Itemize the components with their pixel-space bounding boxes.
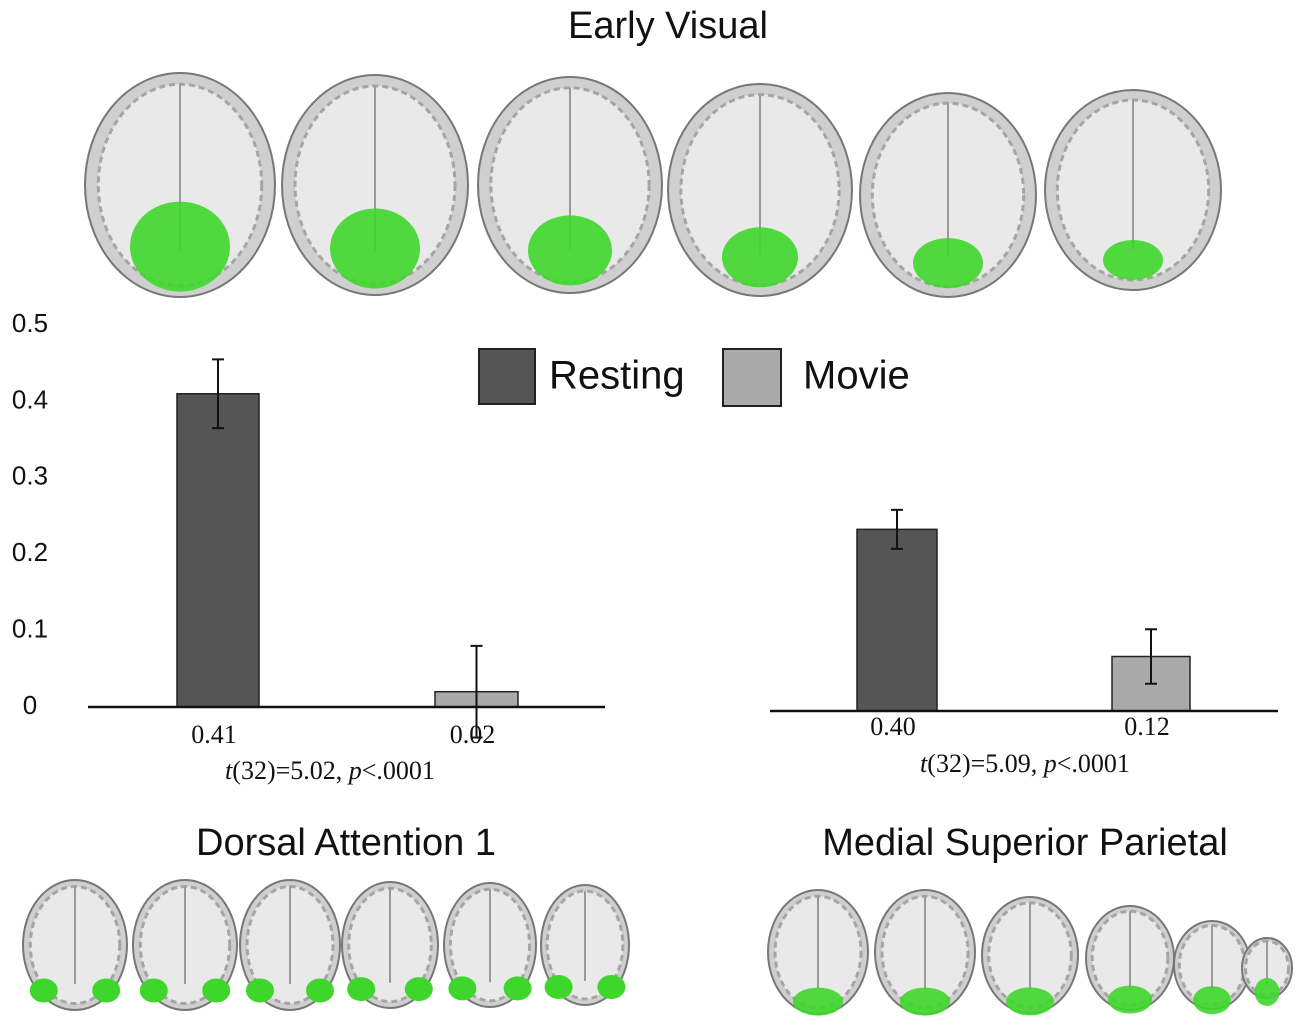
- annotation-part: <.0001: [362, 756, 435, 785]
- value-label: 0.40: [870, 712, 916, 741]
- annotation-part: p: [1042, 749, 1057, 778]
- panel-title: Medial Superior Parietal: [822, 822, 1228, 864]
- activation: [722, 227, 798, 288]
- legend-label: Movie: [803, 354, 910, 398]
- bar: [856, 528, 938, 712]
- value-label: 0.12: [1124, 712, 1170, 741]
- activation: [913, 238, 983, 289]
- y-tick-label: 0.2: [12, 537, 48, 567]
- annotation-part: (32)=5.09,: [927, 749, 1043, 778]
- activation: [544, 975, 573, 999]
- y-tick-label: 0.1: [12, 613, 48, 643]
- y-tick-label: 0.4: [12, 384, 48, 414]
- activation: [793, 987, 843, 1016]
- activation: [130, 201, 230, 292]
- annotation: t(32)=5.09, p<.0001: [920, 749, 1130, 778]
- bar: [176, 393, 260, 708]
- value-label: 0.41: [191, 720, 237, 749]
- panel-title: Dorsal Attention 1: [196, 822, 496, 864]
- panel-title: Early Visual: [568, 5, 768, 47]
- activation: [1108, 985, 1152, 1014]
- value-label: 0.02: [450, 720, 496, 749]
- annotation: t(32)=5.02, p<.0001: [225, 756, 435, 785]
- annotation-part: t: [920, 749, 928, 778]
- activation: [1006, 987, 1054, 1016]
- activation: [1193, 986, 1231, 1015]
- activation: [597, 975, 626, 999]
- y-tick-label: 0: [23, 690, 37, 720]
- activation: [29, 978, 58, 1003]
- legend-swatch: [722, 348, 782, 407]
- annotation-part: p: [347, 756, 362, 785]
- legend-label: Resting: [549, 354, 685, 398]
- activation: [900, 987, 950, 1016]
- activation: [92, 978, 121, 1003]
- annotation-part: (32)=5.02,: [232, 756, 348, 785]
- activation: [246, 978, 274, 1003]
- activation: [202, 978, 231, 1003]
- brain-images: [22, 72, 1293, 1016]
- activation: [330, 208, 420, 289]
- y-tick-label: 0.3: [12, 461, 48, 491]
- activation: [139, 978, 168, 1003]
- activation: [404, 977, 433, 1002]
- activation: [528, 215, 612, 286]
- activation: [1103, 240, 1163, 280]
- legend-swatch: [478, 348, 536, 405]
- activation: [306, 978, 334, 1003]
- activation: [347, 977, 376, 1002]
- activation: [503, 976, 532, 1001]
- activation: [448, 976, 477, 1001]
- annotation-part: t: [225, 756, 233, 785]
- y-tick-label: 0.5: [12, 308, 48, 338]
- activation: [1254, 978, 1280, 1006]
- annotation-part: <.0001: [1057, 749, 1130, 778]
